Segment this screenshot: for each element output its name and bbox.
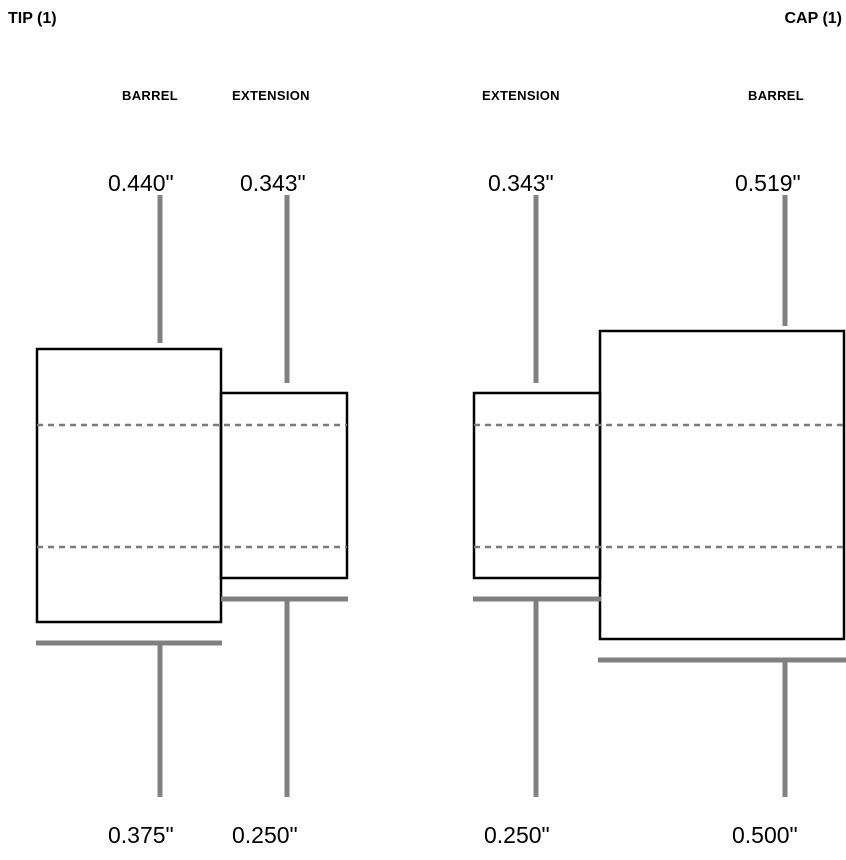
cap-extension-outer-diameter: 0.343" <box>488 170 554 196</box>
tip-barrel-label: BARREL <box>122 88 178 103</box>
cap-barrel-label: BARREL <box>748 88 804 103</box>
tip-extension-outer-diameter: 0.343" <box>240 170 306 196</box>
tip-title: TIP (1) <box>8 10 57 27</box>
tip-barrel-outline <box>35 347 223 624</box>
cap-extension-outline <box>472 391 602 580</box>
cap-barrel-inner-diameter: 0.500" <box>732 822 798 848</box>
tip-extension-outline <box>219 391 349 580</box>
cap-title: CAP (1) <box>784 10 843 27</box>
cap-extension-label: EXTENSION <box>482 88 560 103</box>
cap-barrel-outline <box>598 329 846 641</box>
cap-barrel-outer-diameter: 0.519" <box>735 170 801 196</box>
tip-barrel-inner-diameter: 0.375" <box>108 822 174 848</box>
tip-extension-label: EXTENSION <box>232 88 310 103</box>
tip-extension-inner-diameter: 0.250" <box>232 822 298 848</box>
cap-extension-inner-diameter: 0.250" <box>484 822 550 848</box>
tip-barrel-outer-diameter: 0.440" <box>108 170 174 196</box>
